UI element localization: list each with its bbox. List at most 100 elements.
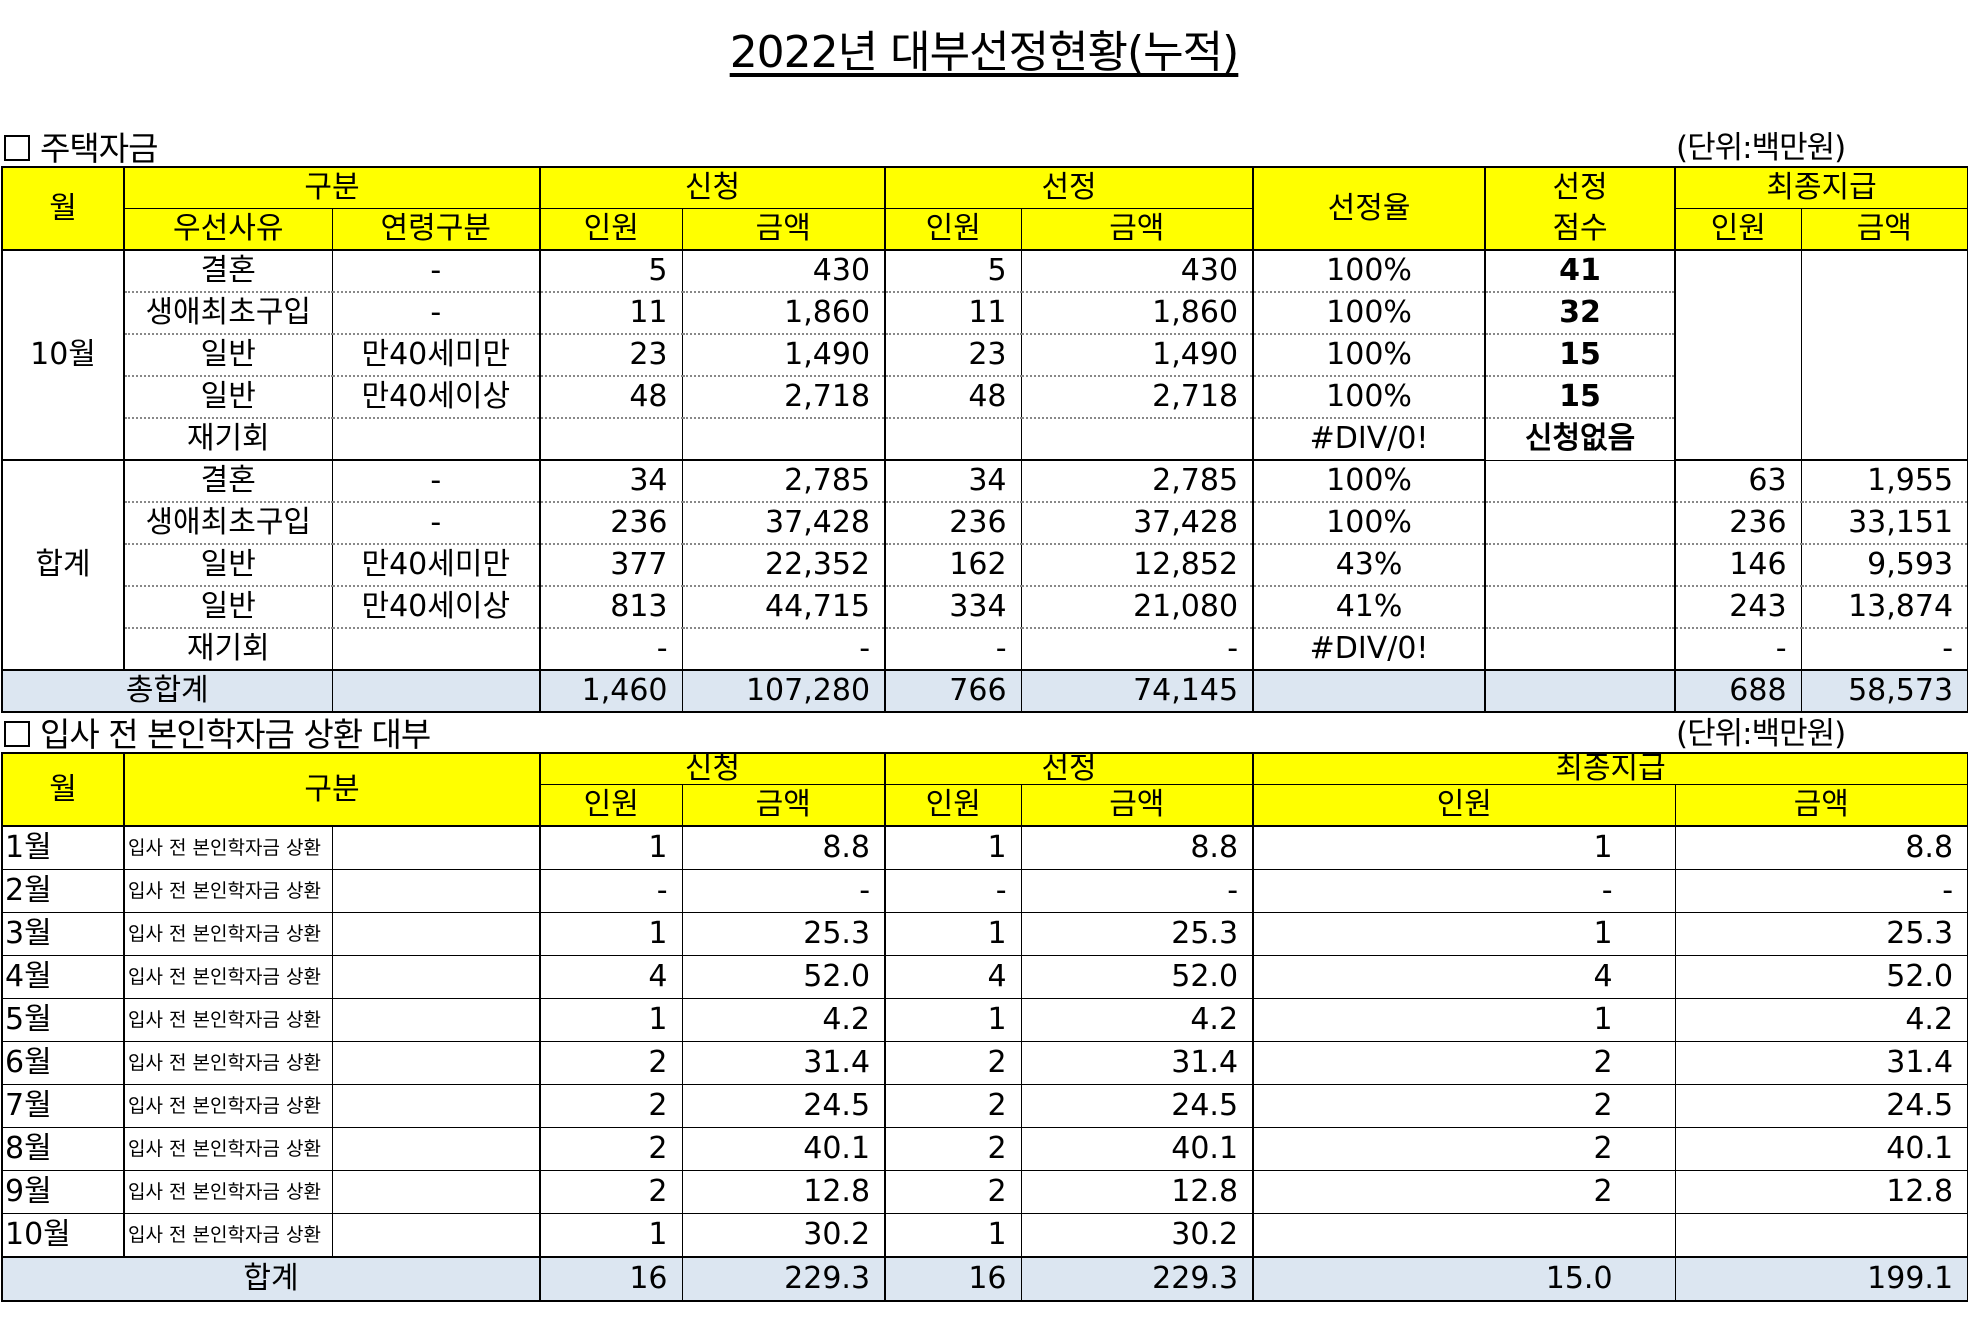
select-amount-cell: 37,428 <box>1020 502 1255 545</box>
apply-amount-cell: 4.2 <box>681 998 887 1042</box>
final-people-cell: 4 <box>1252 955 1676 999</box>
apply-people-cell <box>539 418 683 461</box>
final-amount-cell: 25.3 <box>1674 912 1968 956</box>
score-cell <box>1484 460 1677 503</box>
header-reason: 우선사유 <box>123 208 333 251</box>
rate-cell: 43% <box>1252 544 1487 587</box>
data-row: 일반 만40세이상 48 2,718 48 2,718 100% 15 <box>2 376 1968 419</box>
final-people-cell: 1 <box>1252 825 1676 870</box>
category-cell: 입사 전 본인학자금 상환 <box>123 1127 333 1171</box>
header-row: 월 구분 신청 선정 최종지급 <box>1 752 1968 827</box>
age-cell: 만40세이상 <box>331 376 542 419</box>
header-category: 구분 <box>122 166 542 209</box>
apply-amount-cell: 52.0 <box>681 955 887 999</box>
data-row: 2월 입사 전 본인학자금 상환 - - - - - - <box>1 869 1968 913</box>
category-cell: 입사 전 본인학자금 상환 <box>123 998 333 1042</box>
category-empty-cell <box>331 912 542 956</box>
apply-amount-cell: 1,490 <box>681 334 887 377</box>
score-cell <box>1484 502 1677 545</box>
total-apply-amount: 229.3 <box>681 1256 887 1302</box>
select-people-cell: 1 <box>884 912 1022 956</box>
rate-cell: 100% <box>1252 292 1487 335</box>
select-people-cell: 2 <box>884 1041 1022 1085</box>
age-cell: - <box>331 502 542 545</box>
total-select-amount: 74,145 <box>1020 669 1255 713</box>
apply-amount-cell: 30.2 <box>681 1213 887 1258</box>
data-row: 10월 입사 전 본인학자금 상환 1 30.2 1 30.2 <box>1 1213 1968 1258</box>
reason-cell: 결혼 <box>123 460 333 503</box>
score-cell: 41 <box>1484 250 1677 293</box>
apply-amount-cell: 8.8 <box>681 825 887 870</box>
apply-amount-cell <box>681 418 887 461</box>
select-people-cell: 5 <box>884 250 1022 293</box>
score-cell <box>1484 586 1677 629</box>
student-loan-table: 월 구분 신청 선정 최종지급 인원 금액 인원 금액 인원 금액 1월 입사 전 본인학자금 상환 1 8… <box>0 752 1968 1302</box>
select-people-cell: 1 <box>884 998 1022 1042</box>
final-people-cell: 2 <box>1252 1170 1676 1214</box>
category-empty-cell <box>331 1084 542 1128</box>
score-cell: 32 <box>1484 292 1677 335</box>
month-cell: 1월 <box>1 825 125 870</box>
header-select-amount: 금액 <box>1020 208 1255 251</box>
apply-people-cell: 4 <box>539 955 683 999</box>
data-row: 합계 결혼 -34 2,785 34 2,785 100% 63 1,955 <box>1 459 1968 671</box>
apply-people-cell: 236 <box>539 502 683 545</box>
month-cell: 7월 <box>1 1084 125 1128</box>
final-amount-cell: 4.2 <box>1674 998 1968 1042</box>
category-cell: 입사 전 본인학자금 상환 <box>123 1170 333 1214</box>
select-amount-cell: 2,785 <box>1020 460 1255 503</box>
total-select-amount: 229.3 <box>1020 1256 1255 1302</box>
select-amount-cell: 21,080 <box>1020 586 1255 629</box>
total-select-people: 766 <box>884 669 1022 713</box>
section-housing-heading: 주택자금 <box>4 122 158 170</box>
section-loan-title: 입사 전 본인학자금 상환 대부 <box>40 715 431 754</box>
final-amount-cell: 52.0 <box>1674 955 1968 999</box>
data-row: 5월 입사 전 본인학자금 상환 1 4.2 1 4.2 1 4.2 <box>1 998 1968 1042</box>
apply-amount-cell: 2,785 <box>681 460 887 503</box>
category-cell: 입사 전 본인학자금 상환 <box>123 1213 333 1258</box>
total-row: 합계 16 229.3 16 229.3 15.0 199.1 <box>0 1256 1968 1302</box>
total-apply-amount: 107,280 <box>681 669 887 713</box>
total-apply-people: 16 <box>539 1256 683 1302</box>
final-people-cell: 243 <box>1674 586 1802 629</box>
apply-people-cell: 1 <box>539 825 683 870</box>
final-people-cell: 1 <box>1252 998 1676 1042</box>
unit-label: (단위:백만원) <box>1676 130 1846 166</box>
score-cell: 신청없음 <box>1484 418 1677 461</box>
apply-people-cell: 1 <box>539 998 683 1042</box>
select-amount-cell <box>1020 418 1255 461</box>
month-cell: 5월 <box>1 998 125 1042</box>
final-people-cell <box>1252 1213 1676 1258</box>
apply-amount-cell: 31.4 <box>681 1041 887 1085</box>
select-people-cell: 1 <box>884 825 1022 870</box>
apply-people-cell: 1 <box>539 912 683 956</box>
select-amount-cell: 25.3 <box>1020 912 1255 956</box>
final-people-cell: 2 <box>1252 1041 1676 1085</box>
total-empty-cell <box>331 669 542 713</box>
month-cell: 2월 <box>1 869 125 913</box>
rate-cell: 100% <box>1252 376 1487 419</box>
final-amount-cell: 24.5 <box>1674 1084 1968 1128</box>
apply-people-cell: 1 <box>539 1213 683 1258</box>
final-amount-cell: 31.4 <box>1674 1041 1968 1085</box>
age-cell: - <box>331 292 542 335</box>
sum-label-cell: 합계 <box>1 459 125 671</box>
category-cell: 입사 전 본인학자금 상환 <box>123 1041 333 1085</box>
header-select-people: 인원 <box>884 208 1022 251</box>
final-people-cell: 63 <box>1674 460 1802 503</box>
reason-cell: 일반 <box>123 586 333 629</box>
apply-people-cell: - <box>539 869 683 913</box>
apply-people-cell: 34 <box>539 460 683 503</box>
select-amount-cell: 30.2 <box>1020 1213 1255 1258</box>
category-empty-cell <box>331 1041 542 1085</box>
rate-cell: 100% <box>1252 334 1487 377</box>
data-row: 생애최초구입 -11 1,860 11 1,860 100% 32 <box>2 292 1968 335</box>
data-row: 1월 입사 전 본인학자금 상환 1 8.8 1 8.8 1 8.8 <box>1 825 1968 870</box>
category-empty-cell <box>331 1127 542 1171</box>
age-cell: 만40세이상 <box>331 586 542 629</box>
select-people-cell: 2 <box>884 1084 1022 1128</box>
category-cell: 입사 전 본인학자금 상환 <box>123 912 333 956</box>
select-amount-cell: 1,860 <box>1020 292 1255 335</box>
data-row: 일반 만40세이상 813 44,715 334 21,080 41% 243 13,874 <box>2 586 1968 629</box>
total-final-amount: 58,573 <box>1800 669 1968 713</box>
